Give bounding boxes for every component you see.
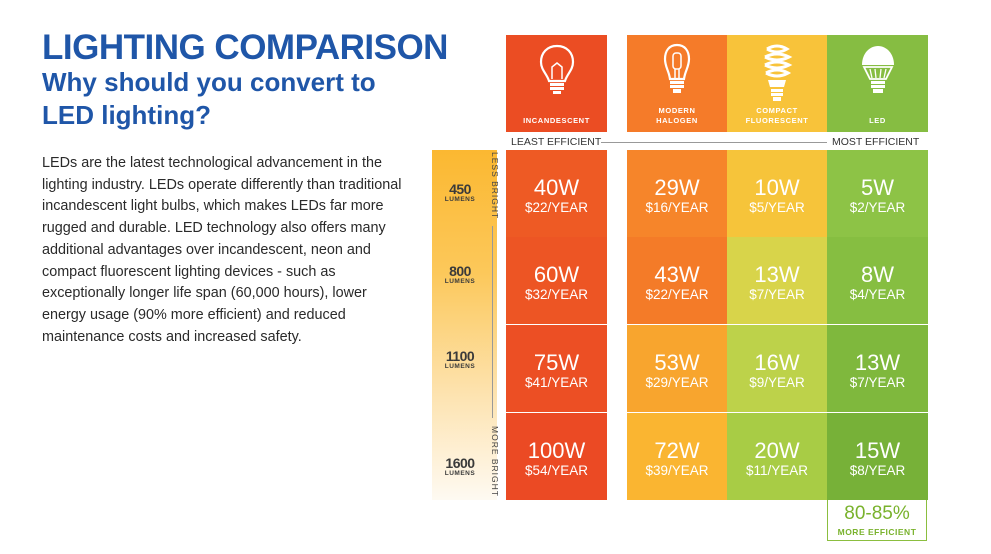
table-cell: 15W $8/YEAR xyxy=(827,413,928,500)
lumen-unit: LUMENS xyxy=(444,278,476,285)
lumen-label: 450 LUMENS xyxy=(432,181,488,203)
lumen-value: 450 xyxy=(449,181,471,197)
led-efficiency-callout: 80-85% MORE EFFICIENT xyxy=(827,500,927,541)
most-efficient-label: MOST EFFICIENT xyxy=(832,136,920,148)
column-header: MODERN HALOGEN xyxy=(627,35,727,132)
less-bright-label: LESS BRIGHT xyxy=(490,152,500,220)
yearly-cost-value: $4/YEAR xyxy=(849,287,906,302)
lumen-unit: LUMENS xyxy=(444,470,476,477)
page-title: LIGHTING COMPARISON xyxy=(42,28,448,67)
led-efficiency-text: MORE EFFICIENT xyxy=(837,527,917,537)
column-header: COMPACT FLUORESCENT xyxy=(727,35,827,132)
table-cell: 13W $7/YEAR xyxy=(827,325,928,412)
wattage-value: 5W xyxy=(861,175,894,200)
led-bulb-icon xyxy=(861,46,894,93)
led-efficiency-percent: 80-85% xyxy=(844,503,910,524)
wattage-value: 10W xyxy=(754,175,800,200)
table-cell: 20W $11/YEAR xyxy=(727,413,827,500)
least-efficient-label: LEAST EFFICIENT xyxy=(511,136,602,148)
table-cell: 53W $29/YEAR xyxy=(627,325,727,412)
column-header: INCANDESCENT xyxy=(506,35,607,132)
yearly-cost-value: $9/YEAR xyxy=(749,375,805,390)
wattage-value: 13W xyxy=(754,262,800,287)
yearly-cost-value: $7/YEAR xyxy=(849,375,906,390)
table-cell: 43W $22/YEAR xyxy=(627,237,727,324)
efficiency-axis-line xyxy=(601,142,827,143)
yearly-cost-value: $54/YEAR xyxy=(524,463,589,478)
yearly-cost-value: $41/YEAR xyxy=(524,375,589,390)
more-bright-label: MORE BRIGHT xyxy=(490,426,500,497)
lumen-label: 1600 LUMENS xyxy=(432,455,488,477)
wattage-value: 100W xyxy=(527,438,586,463)
brightness-gradient-bar xyxy=(432,150,497,500)
yearly-cost-value: $22/YEAR xyxy=(645,287,709,302)
page-subtitle: Why should you convert to LED lighting? xyxy=(42,67,376,130)
halogen-bulb-icon xyxy=(663,43,691,93)
table-cell: 60W $32/YEAR xyxy=(506,237,607,324)
wattage-value: 53W xyxy=(654,350,700,375)
table-cell: 8W $4/YEAR xyxy=(827,237,928,324)
wattage-value: 13W xyxy=(854,350,901,375)
column-header-label: LED xyxy=(869,116,886,125)
wattage-value: 16W xyxy=(754,350,800,375)
lumen-unit: LUMENS xyxy=(444,196,476,203)
table-cell: 5W $2/YEAR xyxy=(827,150,928,237)
brightness-axis-line xyxy=(492,226,493,418)
column-header-label: INCANDESCENT xyxy=(523,116,590,125)
wattage-value: 29W xyxy=(654,175,700,200)
yearly-cost-value: $7/YEAR xyxy=(749,287,805,302)
table-cell: 72W $39/YEAR xyxy=(627,413,727,500)
yearly-cost-value: $5/YEAR xyxy=(749,200,805,215)
yearly-cost-value: $2/YEAR xyxy=(849,200,906,215)
yearly-cost-value: $39/YEAR xyxy=(645,463,709,478)
wattage-value: 40W xyxy=(533,175,580,200)
incandescent-bulb-icon xyxy=(539,44,574,94)
lumen-label: 800 LUMENS xyxy=(432,263,488,285)
yearly-cost-value: $22/YEAR xyxy=(524,200,589,215)
lumen-unit: LUMENS xyxy=(444,363,476,370)
yearly-cost-value: $16/YEAR xyxy=(645,200,709,215)
wattage-value: 72W xyxy=(654,438,700,463)
wattage-value: 8W xyxy=(861,262,894,287)
lumen-label: 1100 LUMENS xyxy=(432,348,488,370)
wattage-value: 75W xyxy=(533,350,580,375)
yearly-cost-value: $29/YEAR xyxy=(645,375,709,390)
wattage-value: 60W xyxy=(533,262,580,287)
wattage-value: 20W xyxy=(754,438,800,463)
column-header-label: COMPACT FLUORESCENT xyxy=(745,106,809,125)
wattage-value: 15W xyxy=(854,438,901,463)
yearly-cost-value: $32/YEAR xyxy=(524,287,589,302)
yearly-cost-value: $8/YEAR xyxy=(849,463,906,478)
cfl-bulb-icon xyxy=(764,44,793,101)
yearly-cost-value: $11/YEAR xyxy=(745,463,809,478)
table-cell: 13W $7/YEAR xyxy=(727,237,827,324)
lumen-value: 800 xyxy=(449,263,471,279)
table-cell: 75W $41/YEAR xyxy=(506,325,607,412)
table-cell: 10W $5/YEAR xyxy=(727,150,827,237)
table-cell: 100W $54/YEAR xyxy=(506,413,607,500)
wattage-value: 43W xyxy=(654,262,700,287)
table-cell: 40W $22/YEAR xyxy=(506,150,607,237)
description-paragraph: LEDs are the latest technological advanc… xyxy=(42,155,402,345)
column-header: LED xyxy=(827,35,928,132)
lumen-value: 1100 xyxy=(445,348,475,364)
table-cell: 29W $16/YEAR xyxy=(627,150,727,237)
column-header-label: MODERN HALOGEN xyxy=(656,106,698,125)
lumen-value: 1600 xyxy=(445,455,475,471)
table-cell: 16W $9/YEAR xyxy=(727,325,827,412)
